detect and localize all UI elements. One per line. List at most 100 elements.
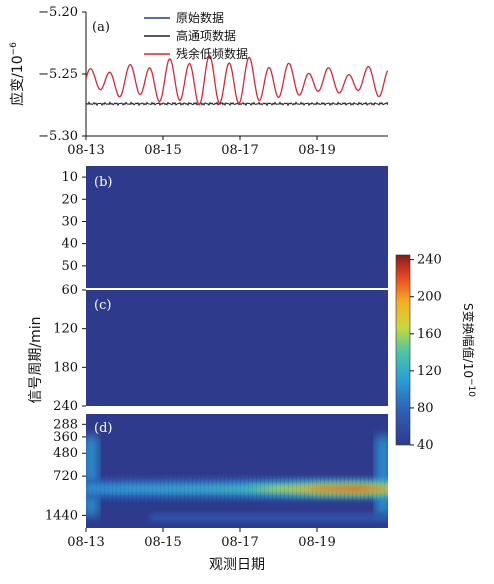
panel-d-band-cell [214, 485, 219, 492]
series-highpass [86, 101, 388, 107]
panel-d-band-cell [258, 485, 263, 492]
panel-d-band-cell [226, 485, 231, 492]
panel-a-xtick-label: 08-17 [221, 143, 258, 158]
panel-a-label: (a) [92, 20, 110, 35]
colorbar-label: S变换幅值/10−10 [461, 303, 476, 397]
panel-d-band-cell [338, 485, 343, 492]
panel-c-label: (c) [94, 298, 111, 313]
panel-a-plot [86, 54, 388, 107]
svg-text:S变换幅值/10−10: S变换幅值/10−10 [461, 303, 476, 397]
panel-a-ylabel-exp: −6 [9, 42, 19, 56]
panel-d-band-cell [370, 485, 375, 492]
panel-d-band-cell [358, 485, 363, 492]
panel-d-band-cell [366, 485, 371, 492]
panel-d-band-cell [126, 485, 131, 492]
panel-c-ytick-label: 60 [61, 283, 78, 298]
colorbar-tick-label: 240 [417, 253, 442, 268]
panel-d-band-cell [158, 485, 163, 492]
panel-d-ytick-label: 720 [53, 469, 78, 484]
panel-d-band-cell [246, 485, 251, 492]
panel-d-band-cell [134, 485, 139, 492]
panel-c-heatmap [86, 290, 388, 406]
panel-d-band-cell [210, 485, 215, 492]
panel-d-band-cell [182, 485, 187, 492]
colorbar-tick-label: 120 [417, 364, 442, 379]
panel-d-xtick-label: 08-17 [221, 535, 258, 550]
panel-d-band-cell [162, 485, 167, 492]
panel-a-axes [85, 12, 388, 137]
panel-d-ytick-label: 360 [53, 430, 78, 445]
panel-d-main-band [86, 478, 388, 499]
panel-d-ytick-label: 480 [53, 446, 78, 461]
panel-d-band-cell [322, 485, 327, 492]
colorbar: 240 200 160 120 80 40 S变换幅值/10−10 [395, 253, 476, 453]
panel-d-band-cell [186, 485, 191, 492]
panel-d-band-cell [242, 485, 247, 492]
shared-ylabel: 信号周期/min [28, 316, 44, 403]
panel-d-band-cell [262, 485, 267, 492]
panel-d-band-cell [98, 485, 103, 492]
shared-xlabel: 观测日期 [209, 557, 265, 573]
panel-d-band-cell [378, 485, 383, 492]
panel-d-band-cell [334, 485, 339, 492]
panel-d-band-cell [362, 485, 367, 492]
panel-d-band-cell [250, 485, 255, 492]
panel-d-ytick-label: 288 [53, 417, 78, 432]
panel-b-ytick-label: 50 [61, 259, 78, 274]
panel-a-ylabel: 应变/10−6 [9, 42, 26, 106]
panel-d-band-cell [110, 485, 115, 492]
panel-d-heatmap [86, 414, 388, 528]
panel-d-band-cell [206, 485, 211, 492]
panel-b-yticks: 10 20 30 40 50 [61, 170, 86, 274]
colorbar-tick-label: 160 [417, 327, 442, 342]
panel-d-band-cell [266, 485, 271, 492]
panel-d-ytick-label: 1440 [45, 508, 78, 523]
panel-d-band-cell [222, 485, 227, 492]
panel-d-right-edge [376, 436, 388, 516]
panel-d-band-cell [374, 485, 379, 492]
panel-d-band-cell [270, 485, 275, 492]
panel-d-band-cell [274, 485, 279, 492]
panel-d-band-cell [342, 485, 347, 492]
panel-c-ytick-label: 120 [53, 322, 78, 337]
panel-b-heatmap [86, 166, 388, 288]
panel-d-band-cell [174, 485, 179, 492]
panel-d-band-cell [318, 485, 323, 492]
panel-a-ytick-label: −5.20 [38, 5, 78, 20]
panel-d-band-cell [190, 485, 195, 492]
colorbar-label-exp: −10 [466, 378, 476, 397]
legend-residual: 残余低频数据 [176, 46, 248, 61]
panel-d-xtick-label: 08-19 [298, 535, 335, 550]
panel-d-band-cell [166, 485, 171, 492]
panel-d-band [86, 436, 388, 521]
panel-d-band-cell [90, 485, 95, 492]
colorbar-ticks: 240 200 160 120 80 40 [410, 253, 442, 453]
panel-d-band-cell [94, 485, 99, 492]
colorbar-tick-label: 200 [417, 290, 442, 305]
panel-d-band-cell [350, 485, 355, 492]
panel-d-band-cell [202, 485, 207, 492]
panel-a: −5.20 −5.25 −5.30 (a) 原始数据 高通项数据 残余低频数据 应变… [9, 5, 388, 158]
panel-b: (b) 10 20 30 40 50 [61, 166, 388, 288]
panel-a-ytick-label: −5.30 [38, 129, 78, 144]
panel-c-yticks: 60 120 180 240 [53, 283, 86, 414]
panel-d-band-cell [354, 485, 359, 492]
panel-d-band-cell [294, 485, 299, 492]
panel-d-band-cell [170, 485, 175, 492]
panel-d-band-cell [286, 485, 291, 492]
panel-a-xtick-label: 08-15 [144, 143, 181, 158]
panel-d-band-cell [106, 485, 111, 492]
panel-d-band-cell [282, 485, 287, 492]
panel-d-band-cell [330, 485, 335, 492]
panel-d-band-cell [298, 485, 303, 492]
panel-d-band-cell [86, 485, 91, 492]
panel-d-band-cell [326, 485, 331, 492]
panel-d-band-cell [382, 485, 387, 492]
panel-d-band-cell [118, 485, 123, 492]
panel-b-label: (b) [94, 175, 112, 190]
panel-b-ytick-label: 30 [61, 214, 78, 229]
colorbar-gradient [395, 254, 411, 446]
